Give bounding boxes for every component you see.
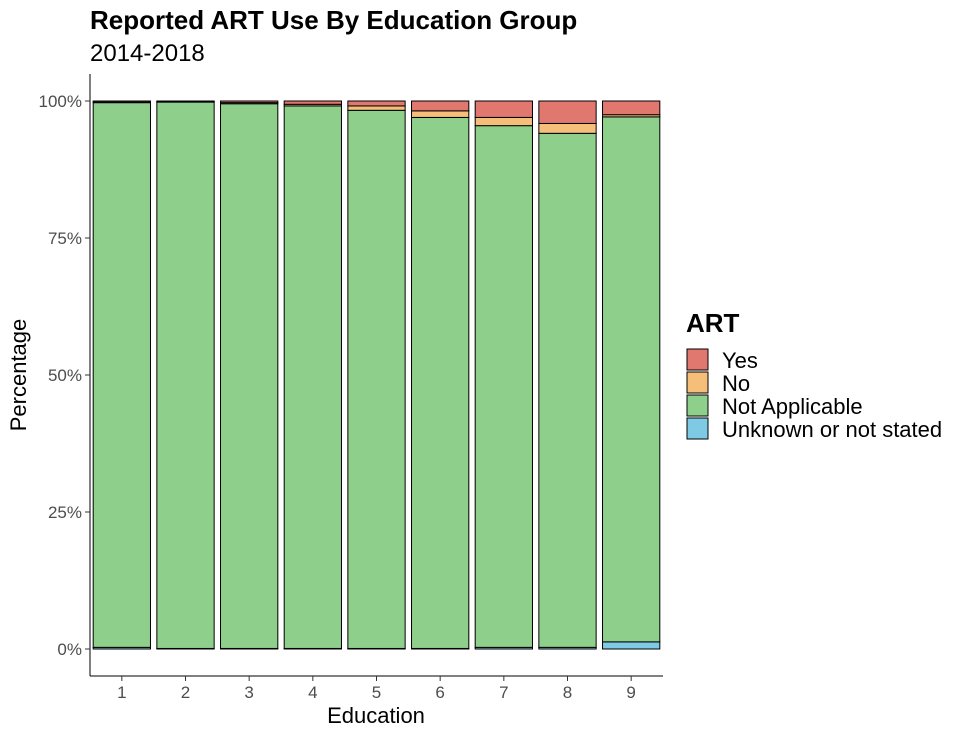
y-tick-label: 75% [48,229,82,248]
bar-segment-not-applicable-4 [283,105,342,649]
x-tick-label: 4 [308,683,317,702]
bar-segment-yes-4 [283,100,342,105]
legend-swatch-no [686,371,709,394]
bar-segment-not-applicable-5 [347,109,406,649]
bar-segment-not-applicable-3 [220,103,279,649]
x-tick-label: 6 [435,683,444,702]
bar-segment-not-applicable-8 [538,132,597,648]
chart-subtitle: 2014-2018 [90,40,205,67]
bar-segment-no-5 [347,105,406,111]
bar-segment-not-applicable-7 [474,125,533,648]
chart-title: Reported ART Use By Education Group [90,5,577,35]
bar-segment-not-applicable-2 [156,101,215,649]
x-tick-label: 7 [499,683,508,702]
legend-label-unknown-or-not-stated: Unknown or not stated [722,417,942,442]
bar-segment-yes-7 [474,100,533,118]
bar-segment-yes-6 [411,100,470,112]
legend-label-yes: Yes [722,348,758,373]
y-axis-title: Percentage [6,319,31,432]
bar-segment-unknown-or-not-stated-9 [602,641,661,650]
bar-segment-not-applicable-1 [92,102,151,648]
plot-area [92,100,661,650]
y-tick-label: 100% [39,92,82,111]
y-tick-label: 50% [48,366,82,385]
x-tick-label: 9 [626,683,635,702]
bar-segment-yes-2 [156,100,215,103]
bar-segment-not-applicable-9 [602,116,661,643]
bar-segment-no-8 [538,122,597,134]
x-tick-label: 8 [563,683,572,702]
legend-swatch-unknown-or-not-stated [686,417,709,440]
x-tick-label: 2 [181,683,190,702]
x-tick-label: 5 [372,683,381,702]
bar-segment-no-6 [411,110,470,118]
legend-swatch-not-applicable [686,394,709,417]
bar-segment-yes-1 [92,100,151,103]
bar-segment-yes-9 [602,100,661,116]
x-tick-label: 3 [244,683,253,702]
x-axis-title: Education [327,703,425,728]
bar-segment-no-7 [474,116,533,127]
bar-segment-yes-3 [220,100,279,104]
y-axis-ticks: 0% 25% 50% 75% 100% [39,92,90,659]
legend-label-not-applicable: Not Applicable [722,394,863,419]
x-axis-ticks: 1 2 3 4 5 6 7 8 9 [117,676,636,702]
legend-swatch-yes [686,348,709,371]
bar-segment-yes-5 [347,100,406,107]
bar-segment-yes-8 [538,100,597,124]
y-tick-label: 0% [57,640,82,659]
bar-segment-not-applicable-6 [411,116,470,649]
legend-title: ART [686,308,740,338]
x-tick-label: 1 [117,683,126,702]
legend-label-no: No [722,371,750,396]
y-tick-label: 25% [48,503,82,522]
